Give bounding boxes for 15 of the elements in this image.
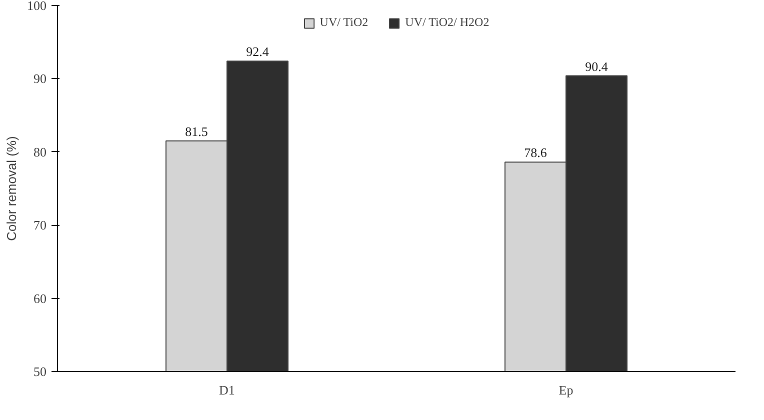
y-tick-label: 70 (34, 218, 46, 233)
y-tick-label: 90 (34, 71, 46, 86)
y-axis-title: Color removal (%) (4, 136, 19, 241)
legend-label: UV/ TiO2/ H2O2 (405, 15, 490, 30)
data-label: 90.4 (585, 58, 608, 74)
y-tick-label: 100 (27, 0, 46, 13)
data-label: 81.5 (185, 124, 208, 139)
y-tick-label: 80 (34, 144, 46, 160)
data-label: 92.4 (246, 44, 270, 60)
x-tick-label: Ep (558, 382, 574, 398)
data-label: 78.6 (524, 145, 548, 160)
y-tick-label: 60 (34, 290, 46, 306)
x-tick-label: D1 (219, 382, 235, 398)
y-tick-label: 50 (34, 364, 46, 379)
legend-label: UV/ TiO2 (320, 15, 368, 30)
